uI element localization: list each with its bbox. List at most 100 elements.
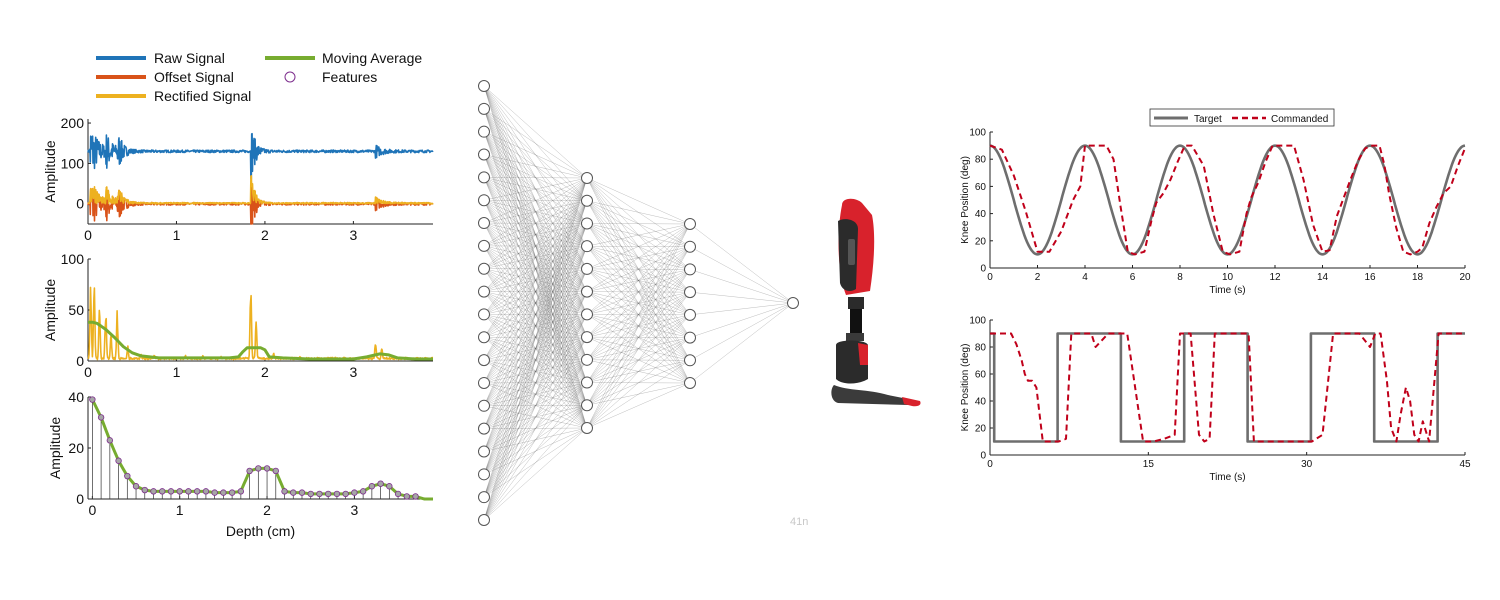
nn-edge <box>586 360 691 429</box>
nn-edge <box>483 382 588 521</box>
nn-edge <box>483 291 588 521</box>
y-axis-label: Knee Position (deg) <box>960 156 971 244</box>
nn-node-layer-1 <box>581 353 593 366</box>
nn-edge <box>586 337 691 429</box>
x-tick-label: 0 <box>987 272 993 283</box>
nn-node-layer-2 <box>684 354 696 367</box>
legend-label-features: Features <box>322 69 377 85</box>
nn-edge <box>483 200 588 521</box>
nn-node-layer-1 <box>581 240 593 253</box>
feature-marker <box>403 493 410 500</box>
feature-marker <box>333 490 341 498</box>
x-tick-label: 6 <box>1130 272 1136 283</box>
feature-marker <box>246 467 253 475</box>
nn-node-layer-2 <box>684 377 696 389</box>
feature-marker <box>176 488 183 495</box>
offset-signal-line <box>87 185 434 225</box>
nn-edge <box>689 302 794 384</box>
nn-node-layer-0 <box>478 491 490 504</box>
nn-node-layer-2 <box>684 218 696 230</box>
nn-edge <box>483 177 588 247</box>
nn-node-layer-1 <box>581 217 593 230</box>
y-axis-label: Amplitude <box>47 417 63 479</box>
nn-edge <box>483 177 588 452</box>
y-tick-label: 100 <box>969 316 986 327</box>
raw-signal-line <box>87 132 434 181</box>
y-tick-label: 60 <box>975 182 987 193</box>
nn-node-layer-2 <box>684 331 696 344</box>
nn-edge <box>689 223 794 304</box>
y-tick-label: 0 <box>980 451 986 462</box>
feature-marker <box>351 489 358 496</box>
nn-edge <box>483 177 588 315</box>
y-tick-label: 20 <box>975 236 987 247</box>
nn-node-layer-0 <box>478 217 490 230</box>
nn-edge <box>483 154 588 179</box>
nn-edge <box>586 200 691 225</box>
nn-edge <box>586 223 691 315</box>
nn-node-layer-0 <box>478 194 490 207</box>
feature-marker <box>220 489 227 496</box>
nn-node-layer-1 <box>581 422 593 434</box>
x-tick-label: 1 <box>176 502 184 518</box>
pylon-clamp <box>848 297 864 309</box>
feature-marker <box>141 486 148 494</box>
nn-edge <box>586 223 691 270</box>
nn-edge <box>586 223 691 247</box>
feature-marker <box>124 472 131 480</box>
nn-edge <box>586 223 691 292</box>
nn-node-layer-1 <box>581 172 593 184</box>
feature-marker <box>228 489 236 496</box>
nn-edge <box>586 223 691 383</box>
nn-edge <box>586 314 691 429</box>
nn-edge <box>586 382 691 429</box>
feature-marker <box>202 488 210 495</box>
nn-edge <box>483 177 588 498</box>
y-tick-label: 80 <box>975 155 987 166</box>
feature-marker <box>298 489 306 496</box>
nn-edge <box>586 269 691 429</box>
nn-node-layer-0 <box>478 354 490 367</box>
rectified-signal-line <box>87 175 434 205</box>
commanded-line <box>989 144 1466 256</box>
x-tick-label: 15 <box>1143 459 1155 470</box>
nn-edge <box>483 427 588 521</box>
x-tick-label: 3 <box>349 227 357 243</box>
nn-edge <box>483 177 588 406</box>
y-tick-label: 100 <box>61 155 85 171</box>
nn-node-layer-2 <box>684 240 696 253</box>
x-tick-label: 0 <box>84 364 92 380</box>
nn-node-layer-0 <box>478 171 490 184</box>
nn-edge <box>586 246 691 429</box>
nn-node-layer-0 <box>478 468 490 481</box>
x-tick-label: 10 <box>1222 272 1234 283</box>
feature-marker <box>368 483 376 490</box>
feature-marker <box>359 488 367 495</box>
nn-node-layer-0 <box>478 514 490 526</box>
moving-average-line <box>91 398 433 501</box>
nn-edge <box>483 314 588 521</box>
nn-edge <box>689 302 794 316</box>
nn-node-layer-1 <box>581 376 593 389</box>
x-tick-label: 1 <box>173 364 181 380</box>
x-tick-label: 3 <box>350 502 358 518</box>
feature-marker <box>97 414 105 421</box>
nn-edge <box>586 292 691 429</box>
nn-edge <box>689 302 794 361</box>
ankle-accent <box>858 343 868 365</box>
nn-node-layer-0 <box>478 239 490 252</box>
feature-marker <box>316 490 323 498</box>
nn-node-layer-1 <box>581 308 593 321</box>
nn-edge <box>483 177 588 361</box>
feature-marker <box>272 467 279 475</box>
nn-edge <box>586 177 691 225</box>
nn-node-layer-2 <box>684 286 696 299</box>
legend-label-moving-average: Moving Average <box>322 50 422 66</box>
legend-marker-features <box>284 71 296 83</box>
x-tick-label: 30 <box>1301 459 1313 470</box>
nn-node-layer-0 <box>478 308 490 321</box>
nn-edge <box>689 269 794 304</box>
x-tick-label: 0 <box>987 459 993 470</box>
nn-edge <box>483 246 588 521</box>
